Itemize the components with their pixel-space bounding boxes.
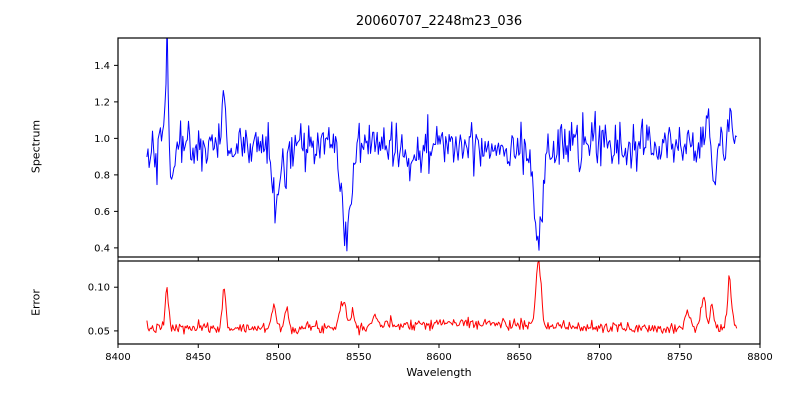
svg-text:8800: 8800 xyxy=(747,352,772,363)
svg-text:8450: 8450 xyxy=(186,352,211,363)
svg-text:1.2: 1.2 xyxy=(94,97,110,108)
svg-text:0.4: 0.4 xyxy=(94,243,110,254)
svg-text:8700: 8700 xyxy=(587,352,612,363)
svg-text:8650: 8650 xyxy=(507,352,532,363)
svg-text:0.10: 0.10 xyxy=(88,283,110,294)
x-axis-label: Wavelength xyxy=(406,366,472,379)
svg-text:8400: 8400 xyxy=(105,352,130,363)
svg-text:0.8: 0.8 xyxy=(94,170,110,181)
svg-text:8500: 8500 xyxy=(266,352,291,363)
svg-text:1.0: 1.0 xyxy=(94,134,110,145)
chart-title: 20060707_2248m23_036 xyxy=(355,14,523,29)
svg-text:8750: 8750 xyxy=(667,352,692,363)
svg-text:1.4: 1.4 xyxy=(94,61,110,72)
svg-text:0.6: 0.6 xyxy=(94,207,110,218)
svg-text:8600: 8600 xyxy=(426,352,451,363)
svg-text:8550: 8550 xyxy=(346,352,371,363)
svg-text:0.05: 0.05 xyxy=(88,326,110,337)
